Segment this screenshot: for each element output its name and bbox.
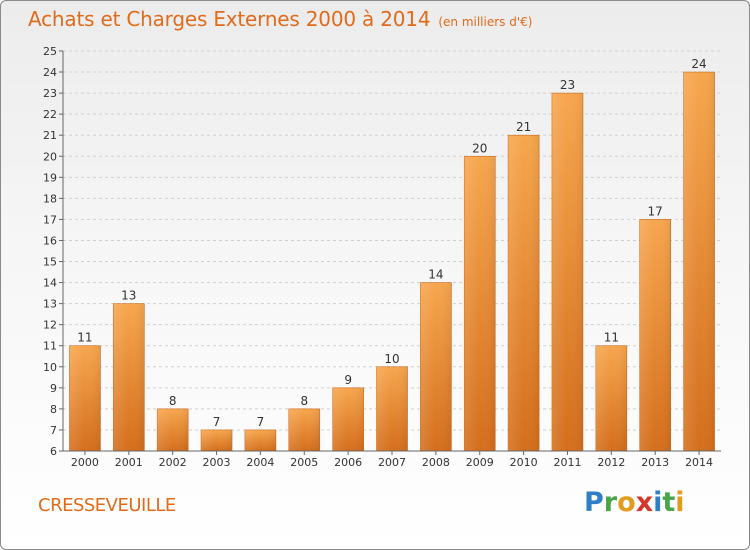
x-tick-label: 2009 [466, 456, 494, 469]
data-label: 7 [257, 415, 265, 429]
x-tick-label: 2012 [597, 456, 625, 469]
x-tick-label: 2005 [290, 456, 318, 469]
data-label: 23 [560, 78, 575, 92]
x-tick-label: 2013 [641, 456, 669, 469]
bar-shine [551, 93, 583, 452]
bar-shine [201, 429, 233, 451]
y-tick-label: 6 [50, 445, 57, 458]
data-label: 8 [169, 394, 177, 408]
x-tick-label: 2008 [422, 456, 450, 469]
data-label: 7 [213, 415, 221, 429]
y-tick-label: 14 [43, 277, 57, 290]
data-label: 10 [384, 352, 399, 366]
y-tick-label: 25 [43, 45, 57, 58]
y-tick-label: 23 [43, 87, 57, 100]
x-tick-label: 2003 [203, 456, 231, 469]
y-tick-label: 13 [43, 298, 57, 311]
y-tick-label: 15 [43, 256, 57, 269]
data-label: 14 [428, 268, 443, 282]
bar-shine [376, 366, 408, 451]
logo-letter: i [675, 487, 685, 518]
x-tick-label: 2000 [71, 456, 99, 469]
bars: 11 13 8 7 7 8 9 10 14 20 21 23 11 17 24 [69, 57, 715, 452]
data-label: 8 [300, 394, 308, 408]
y-tick-label: 9 [50, 382, 57, 395]
x-tick-label: 2004 [246, 456, 274, 469]
x-tick-label: 2006 [334, 456, 362, 469]
chart-title: Achats et Charges Externes 2000 à 2014 (e… [28, 7, 532, 31]
data-label: 24 [691, 57, 706, 71]
data-label: 21 [516, 120, 531, 134]
y-tick-label: 19 [43, 171, 57, 184]
bar-shine [464, 156, 496, 451]
bar-shine [508, 135, 540, 452]
bar-shine [113, 303, 145, 451]
y-tick-label: 21 [43, 129, 57, 142]
logo-letter: i [653, 487, 663, 518]
bar-shine [244, 429, 276, 451]
x-tick-label: 2010 [510, 456, 538, 469]
logo-letter: t [662, 487, 676, 518]
y-tick-label: 17 [43, 213, 57, 226]
logo-letter: x [635, 487, 654, 518]
chart-title-text: Achats et Charges Externes 2000 à 2014 [28, 7, 431, 31]
bar-shine [288, 408, 320, 451]
x-tick-label: 2001 [115, 456, 143, 469]
x-axis: 2000 2001 2002 2003 2004 2005 2006 2007 2008 2009… [63, 450, 721, 469]
bar-shine [157, 408, 189, 451]
data-label: 17 [648, 204, 663, 218]
logo-letter: o [617, 487, 636, 518]
data-label: 20 [472, 141, 487, 155]
y-tick-label: 8 [50, 403, 57, 416]
y-tick-label: 18 [43, 192, 57, 205]
bar-shine [420, 282, 452, 451]
y-tick-label: 11 [43, 340, 57, 353]
commune-name: CRESSEVEUILLE [38, 495, 176, 516]
data-label: 9 [344, 373, 352, 387]
y-tick-label: 24 [43, 66, 57, 79]
chart-unit: (en milliers d'€) [438, 15, 533, 29]
x-tick-label: 2011 [553, 456, 581, 469]
y-tick-label: 12 [43, 319, 57, 332]
x-tick-label: 2014 [685, 456, 713, 469]
logo-letter: P [584, 487, 604, 518]
y-tick-label: 16 [43, 234, 57, 247]
bar-shine [683, 72, 715, 451]
y-tick-label: 7 [50, 424, 57, 437]
proxiti-logo: Proxiti [584, 487, 685, 518]
data-label: 11 [77, 331, 92, 345]
y-tick-label: 20 [43, 150, 57, 163]
y-tick-label: 10 [43, 361, 57, 374]
data-label: 11 [604, 331, 619, 345]
logo-letter: r [603, 487, 618, 518]
x-tick-label: 2002 [159, 456, 187, 469]
bar-shine [595, 345, 627, 451]
bar-shine [332, 387, 364, 451]
y-tick-label: 22 [43, 108, 57, 121]
y-axis: 6 7 8 9 10 11 12 13 14 15 16 17 18 19 20 21 22 23 24 25 [43, 45, 64, 458]
x-tick-label: 2007 [378, 456, 406, 469]
data-label: 13 [121, 289, 136, 303]
bar-shine [69, 345, 101, 451]
bar-shine [639, 219, 671, 451]
